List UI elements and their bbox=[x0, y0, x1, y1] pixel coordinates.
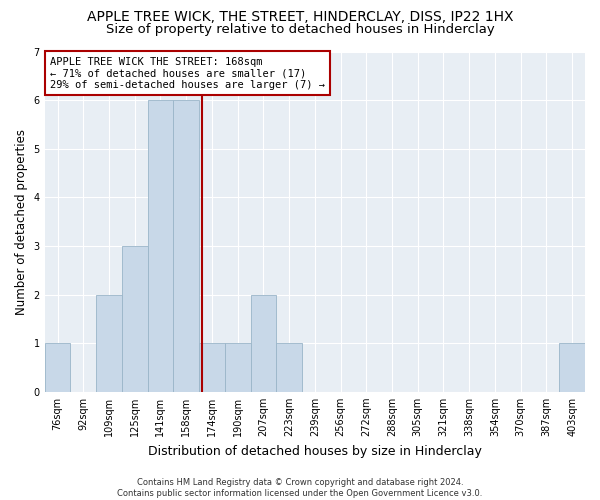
Bar bbox=[96, 294, 122, 392]
Bar bbox=[276, 343, 302, 392]
Y-axis label: Number of detached properties: Number of detached properties bbox=[15, 128, 28, 314]
Text: APPLE TREE WICK, THE STREET, HINDERCLAY, DISS, IP22 1HX: APPLE TREE WICK, THE STREET, HINDERCLAY,… bbox=[87, 10, 513, 24]
Bar bbox=[225, 343, 251, 392]
Text: Size of property relative to detached houses in Hinderclay: Size of property relative to detached ho… bbox=[106, 22, 494, 36]
Bar bbox=[173, 100, 199, 392]
Text: Contains HM Land Registry data © Crown copyright and database right 2024.
Contai: Contains HM Land Registry data © Crown c… bbox=[118, 478, 482, 498]
Bar bbox=[559, 343, 585, 392]
X-axis label: Distribution of detached houses by size in Hinderclay: Distribution of detached houses by size … bbox=[148, 444, 482, 458]
Bar bbox=[122, 246, 148, 392]
Text: APPLE TREE WICK THE STREET: 168sqm
← 71% of detached houses are smaller (17)
29%: APPLE TREE WICK THE STREET: 168sqm ← 71%… bbox=[50, 56, 325, 90]
Bar bbox=[148, 100, 173, 392]
Bar bbox=[44, 343, 70, 392]
Bar bbox=[251, 294, 276, 392]
Bar bbox=[199, 343, 225, 392]
